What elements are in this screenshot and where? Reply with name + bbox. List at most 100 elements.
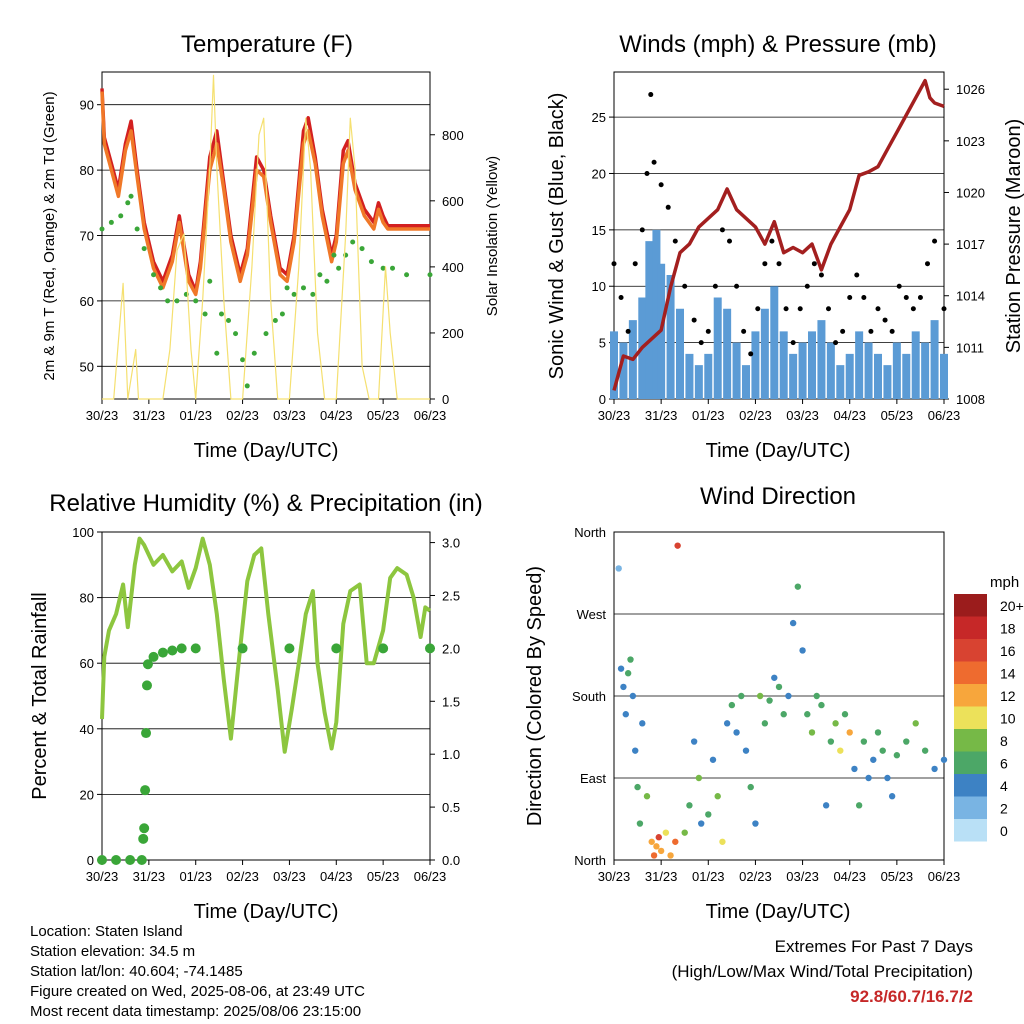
- y2-tick-label: 0.5: [442, 800, 460, 815]
- x-tick-label: 02/23: [739, 869, 772, 884]
- x-tick-label: 30/23: [598, 408, 631, 423]
- direction-point: [672, 838, 679, 845]
- direction-point: [719, 838, 726, 845]
- created-text: Figure created on Wed, 2025-08-06, at 23…: [30, 983, 365, 1000]
- data-point: [291, 291, 297, 297]
- direction-point: [624, 670, 632, 677]
- data-point: [882, 317, 888, 323]
- data-point: [167, 645, 178, 656]
- colorbar-swatch: [954, 684, 987, 707]
- data-point: [727, 238, 732, 244]
- data-point: [875, 306, 881, 312]
- x-tick-label: 06/23: [928, 408, 961, 423]
- y-tick-label: 100: [72, 525, 94, 540]
- data-point: [226, 318, 232, 324]
- direction-point: [747, 783, 754, 791]
- data-point: [658, 182, 664, 188]
- data-point: [427, 272, 433, 278]
- y2-tick-label: 1026: [956, 82, 985, 97]
- data-point: [111, 855, 122, 865]
- x-tick-label: 06/23: [414, 408, 447, 423]
- location-text: Location: Staten Island: [30, 923, 183, 940]
- data-point: [138, 833, 149, 844]
- y2-tick-label: 1008: [956, 392, 985, 407]
- direction-point: [653, 843, 660, 850]
- colorbar-swatch: [954, 706, 987, 729]
- data-point: [925, 261, 930, 267]
- winds-xlabel: Time (Day/UTC): [706, 440, 851, 462]
- y2-tick-label: 1020: [956, 185, 985, 200]
- direction-point: [766, 697, 773, 704]
- direction-point: [799, 647, 806, 654]
- y-tick-label: 20: [592, 166, 606, 181]
- y-tick-label: 15: [592, 223, 606, 238]
- data-point: [251, 350, 257, 356]
- colorbar-swatch: [954, 616, 987, 639]
- data-point: [176, 643, 187, 654]
- y2-tick-label: 3.0: [442, 536, 460, 551]
- y2-tick-label: 2.0: [442, 641, 460, 656]
- y-tick-label: 0: [599, 392, 606, 407]
- direction-point: [705, 811, 712, 818]
- direction-point: [822, 802, 830, 809]
- direction-point: [940, 756, 948, 763]
- data-point: [826, 306, 831, 312]
- data-point: [284, 285, 290, 291]
- humidity-ylabel: Percent & Total Rainfall: [29, 592, 51, 800]
- y2-tick-label: 2.5: [442, 588, 460, 603]
- data-point: [748, 351, 754, 357]
- colorbar-title: mph: [990, 574, 1019, 591]
- y2-tick-label: 1017: [956, 237, 985, 252]
- direction-point: [617, 665, 625, 672]
- direction-point: [681, 829, 688, 836]
- x-tick-label: 03/23: [273, 869, 306, 884]
- x-tick-label: 05/23: [881, 408, 914, 423]
- direction-point: [846, 729, 853, 736]
- direction-point: [667, 852, 674, 859]
- y-tick-label: 20: [80, 787, 94, 802]
- data-point: [776, 261, 782, 267]
- direction-point: [662, 829, 670, 836]
- direction-point: [832, 720, 839, 727]
- data-point: [691, 317, 697, 323]
- direction-point: [808, 729, 816, 736]
- data-point: [151, 272, 157, 278]
- direction-point: [865, 774, 872, 782]
- direction-point: [884, 774, 891, 782]
- elevation-text: Station elevation: 34.5 m: [30, 943, 196, 960]
- direction-point: [639, 720, 646, 727]
- x-tick-label: 30/23: [598, 869, 631, 884]
- y2-tick-label: 0: [442, 392, 449, 407]
- x-tick-label: 03/23: [786, 408, 819, 423]
- data-point: [762, 261, 768, 267]
- colorbar-label: 6: [1000, 756, 1008, 772]
- colorbar-swatch: [954, 774, 987, 797]
- x-tick-label: 04/23: [320, 869, 353, 884]
- data-point: [284, 643, 295, 654]
- direction-point: [695, 774, 703, 782]
- direction-point: [841, 711, 849, 718]
- data-point: [174, 298, 180, 304]
- x-tick-label: 03/23: [786, 869, 819, 884]
- data-point: [390, 265, 396, 271]
- y-tick-label: 70: [80, 229, 94, 244]
- direction-point: [874, 729, 882, 736]
- data-point: [665, 204, 671, 210]
- colorbar-label: 2: [1000, 801, 1008, 817]
- y-tick-label: North: [574, 853, 606, 868]
- direction-point: [636, 820, 644, 827]
- station-info: Location: Staten Island Station elevatio…: [30, 922, 365, 1022]
- x-tick-label: 01/23: [692, 869, 725, 884]
- direction-point: [827, 738, 835, 745]
- data-point: [741, 328, 747, 334]
- humidity-xlabel: Time (Day/UTC): [194, 901, 339, 923]
- data-point: [705, 328, 711, 334]
- winds-y2label: Station Pressure (Maroon): [1003, 119, 1024, 354]
- data-point: [279, 311, 285, 317]
- extremes-subtitle: (High/Low/Max Wind/Total Precipitation): [671, 962, 973, 981]
- direction-point: [620, 683, 627, 691]
- data-point: [141, 680, 152, 691]
- direction-point: [756, 692, 764, 700]
- data-point: [118, 213, 124, 219]
- data-point: [790, 340, 796, 346]
